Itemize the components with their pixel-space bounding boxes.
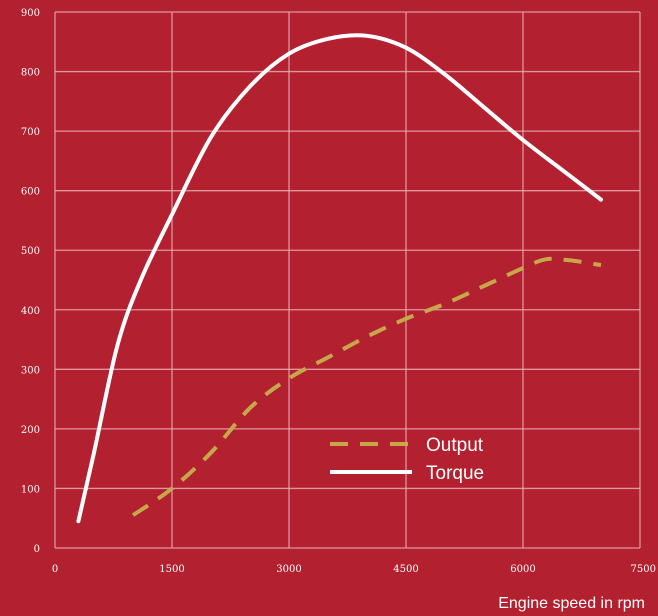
y-tick-label: 400	[21, 306, 40, 317]
series-line-torque	[76, 33, 603, 524]
y-tick-label: 100	[21, 484, 40, 495]
x-tick-label: 4500	[393, 564, 418, 575]
y-tick-label: 600	[21, 187, 40, 198]
legend: Output Torque	[330, 435, 484, 484]
x-axis-ticks: 0 1500 3000 4500 6000 7500	[52, 564, 656, 575]
series-line-output	[131, 256, 602, 517]
x-tick-label: 6000	[510, 564, 535, 575]
legend-label-output: Output	[426, 435, 484, 456]
x-tick-label: 1500	[159, 564, 184, 575]
x-tick-label: 3000	[276, 564, 301, 575]
x-tick-label: 7500	[631, 564, 656, 575]
y-tick-label: 300	[21, 365, 40, 376]
y-tick-label: 700	[21, 127, 40, 138]
x-tick-label: 0	[52, 564, 58, 575]
legend-label-torque: Torque	[426, 463, 484, 484]
y-tick-label: 500	[21, 246, 40, 257]
y-tick-label: 200	[21, 425, 40, 436]
y-axis-ticks: 0 100 200 300 400 500 600 700 800 900	[21, 8, 40, 555]
y-tick-label: 0	[34, 544, 40, 555]
y-tick-label: 900	[21, 8, 40, 19]
x-axis-label: Engine speed in rpm	[498, 595, 645, 612]
series-lines	[76, 33, 603, 524]
y-tick-label: 800	[21, 68, 40, 79]
